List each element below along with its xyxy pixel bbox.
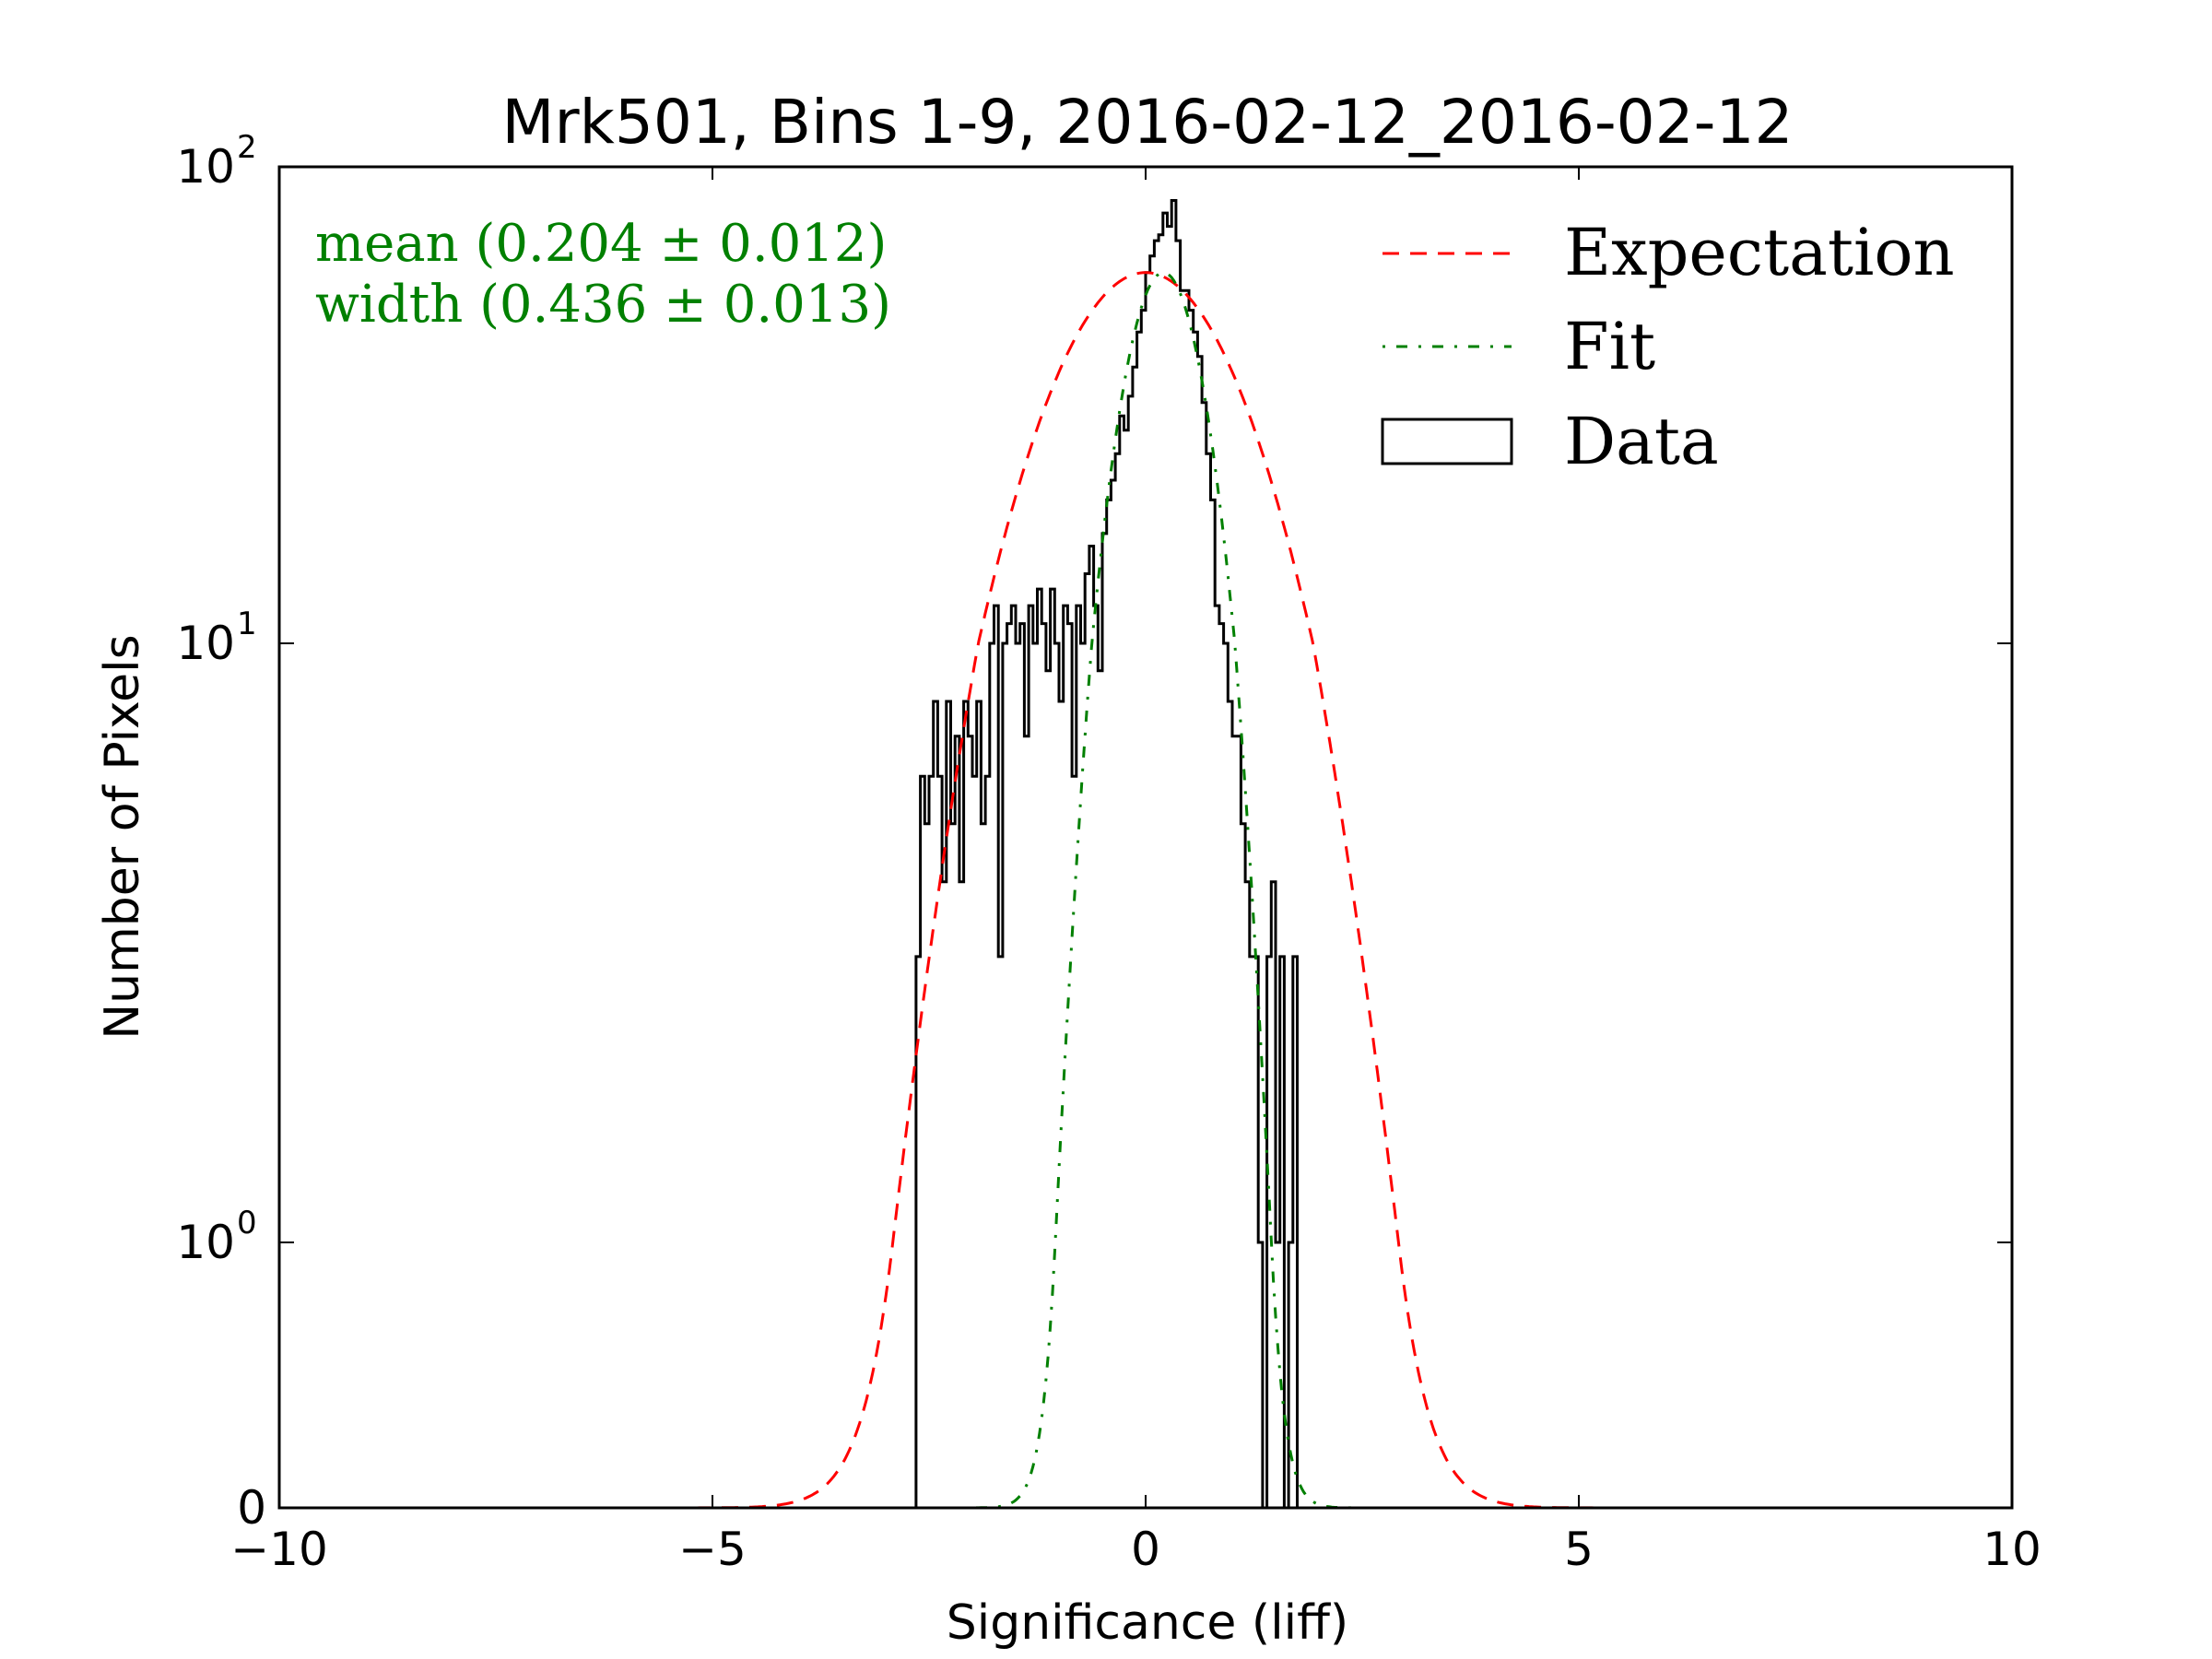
legend-data-label: Data xyxy=(1564,404,1719,479)
legend-expectation-label: Expectation xyxy=(1564,215,1955,290)
x-axis-label: Significance (liff) xyxy=(947,1595,1348,1651)
y-tick-label: 0 xyxy=(237,1481,266,1535)
x-tick-label: −5 xyxy=(678,1523,747,1576)
y-tick-label-base: 10 xyxy=(176,617,235,670)
plot-area xyxy=(279,199,2012,1510)
y-tick-label-base: 10 xyxy=(176,1216,235,1269)
y-tick-label: 10 xyxy=(176,140,235,194)
axes-frame xyxy=(277,165,2014,1510)
y-tick-label-base: 0 xyxy=(237,1481,266,1535)
histogram-data-step xyxy=(914,199,1299,1510)
legend-fit-label: Fit xyxy=(1564,309,1655,384)
legend: Expectation Fit Data xyxy=(1381,215,1955,479)
chart-title: Mrk501, Bins 1-9, 2016-02-12_2016-02-12 xyxy=(502,87,1794,158)
y-axis-label: Number of Pixels xyxy=(95,634,150,1039)
x-tick-label: 0 xyxy=(1131,1523,1160,1576)
fit-curve xyxy=(279,271,2012,1510)
annotation-width: width (0.436 ± 0.013) xyxy=(315,275,891,335)
y-tick-label: 10 xyxy=(176,617,235,670)
x-tick-label: 5 xyxy=(1564,1523,1594,1576)
y-tick-label-exponent: 0 xyxy=(237,1205,257,1241)
y-tick-label-base: 10 xyxy=(176,140,235,194)
y-tick-label-exponent: 2 xyxy=(237,129,257,166)
annotation-mean: mean (0.204 ± 0.012) xyxy=(315,214,887,274)
legend-data-handle xyxy=(1381,418,1513,465)
expectation-curve xyxy=(279,271,2012,1510)
y-tick-label: 10 xyxy=(176,1216,235,1269)
x-tick-label: 10 xyxy=(1983,1523,2041,1576)
y-tick-label-exponent: 1 xyxy=(237,606,257,642)
x-tick-label: −10 xyxy=(230,1523,328,1576)
